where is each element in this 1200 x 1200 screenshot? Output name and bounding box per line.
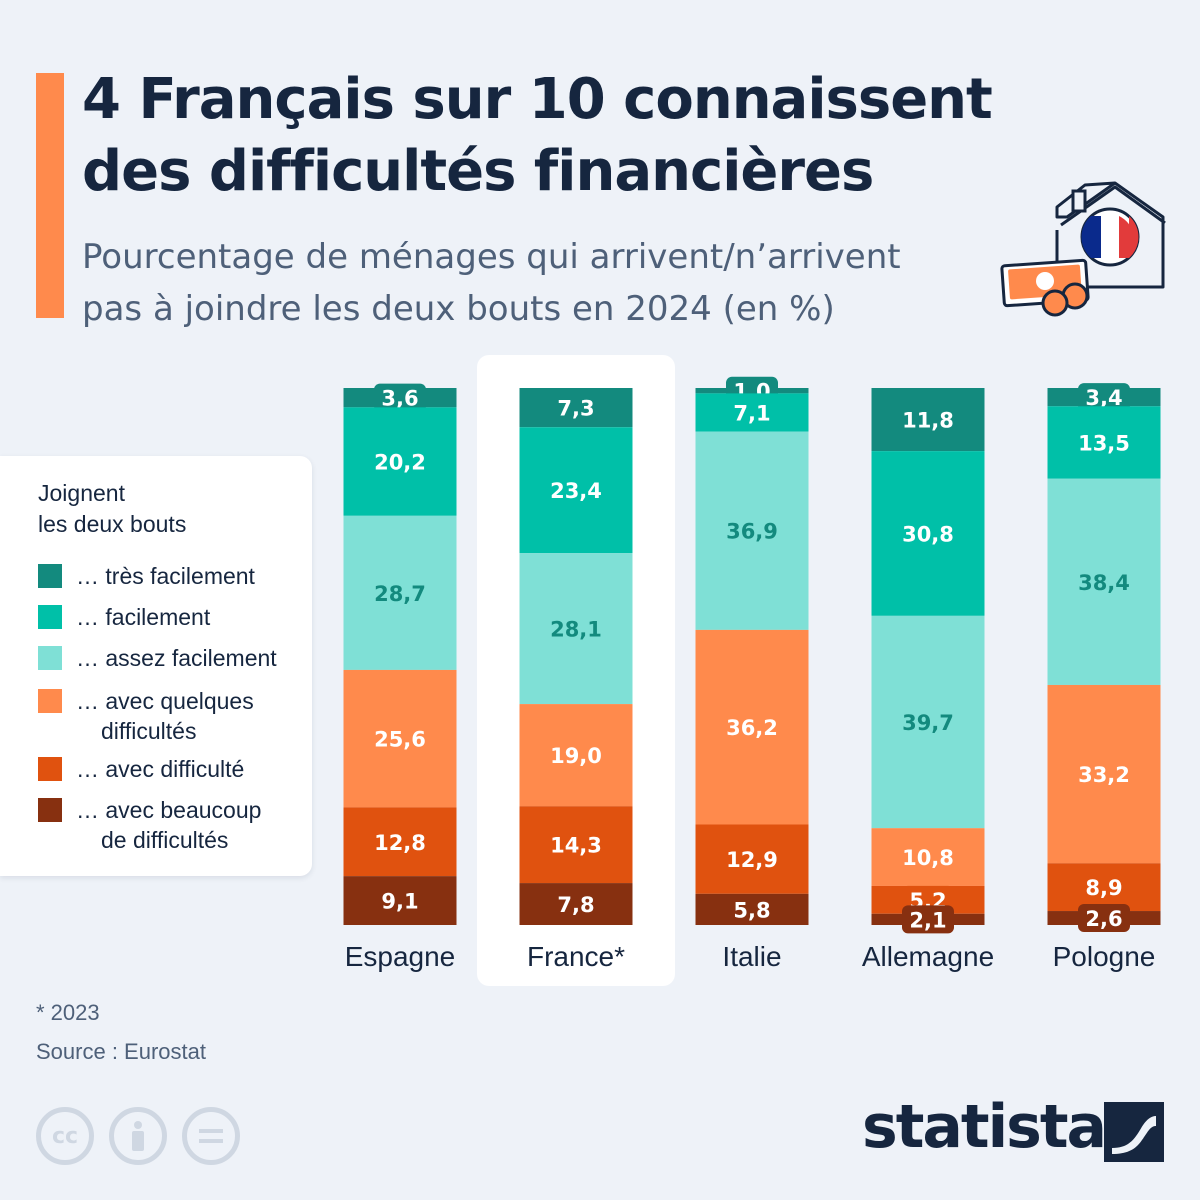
no-derivatives-icon[interactable] <box>182 1107 240 1165</box>
data-label: 2,6 <box>1085 907 1122 931</box>
data-label: 30,8 <box>902 522 954 546</box>
data-label: 39,7 <box>902 711 954 735</box>
bar-segment <box>1047 684 1161 864</box>
bar-segment <box>343 807 457 877</box>
category-label: Pologne <box>1053 941 1156 972</box>
data-label: 9,1 <box>381 890 418 914</box>
data-label: 2,1 <box>909 908 946 932</box>
chart-title-line-1: 4 Français sur 10 connaissent <box>82 67 993 132</box>
data-label: 3,4 <box>1085 386 1122 410</box>
bar-segment <box>519 883 633 925</box>
bar-segment <box>519 427 633 554</box>
bar-segment <box>871 451 985 616</box>
data-label: 36,9 <box>726 520 778 544</box>
category-label: France* <box>527 941 625 972</box>
bar-segment <box>519 388 633 428</box>
legend-label: … assez facilement <box>76 645 277 671</box>
data-label: 38,4 <box>1078 571 1130 595</box>
chart-subtitle: Pourcentage de ménages qui arrivent/n’ar… <box>82 231 982 335</box>
legend-title-line-2: les deux bouts <box>38 511 187 537</box>
bar-segment <box>1047 478 1161 685</box>
data-label: 10,8 <box>902 846 954 870</box>
data-label-background <box>1078 383 1130 412</box>
bar-segment <box>871 828 985 886</box>
cc-icon[interactable]: cc <box>36 1107 94 1165</box>
bar-segment <box>695 431 809 630</box>
category-label: Italie <box>722 941 781 972</box>
data-label: 14,3 <box>550 834 602 858</box>
data-label: 3,6 <box>381 387 418 411</box>
bar-segment <box>519 806 633 884</box>
legend-title: Joignent les deux bouts <box>38 478 186 540</box>
bar-segment <box>695 824 809 894</box>
data-label: 23,4 <box>550 479 602 503</box>
data-label: 13,5 <box>1078 432 1130 456</box>
bar-segment <box>1047 863 1161 912</box>
statista-logo-icon[interactable] <box>1104 1102 1164 1162</box>
bar-segment <box>695 393 809 432</box>
legend-swatch <box>38 646 62 670</box>
legend-label: … avec beaucoup de difficultés <box>76 797 262 853</box>
legend-swatch <box>38 757 62 781</box>
legend-label: … très facilement <box>76 563 255 589</box>
bar-segment <box>1047 406 1161 479</box>
chart-subtitle-line-2: pas à joindre les deux bouts en 2024 (en… <box>82 289 835 329</box>
bar-segment <box>519 704 633 807</box>
bar-segment <box>871 615 985 829</box>
data-label: 20,2 <box>374 451 426 475</box>
legend-swatch <box>38 798 62 822</box>
legend-label: … facilement <box>76 604 211 630</box>
data-label: 11,8 <box>902 409 954 433</box>
statista-wordmark[interactable]: statista <box>862 1092 1107 1162</box>
data-label-background <box>902 905 954 934</box>
bar-segment <box>871 388 985 452</box>
footnote: * 2023 <box>36 1000 100 1025</box>
chart-subtitle-line-1: Pourcentage de ménages qui arrivent/n’ar… <box>82 237 901 277</box>
data-label-background <box>374 383 426 412</box>
legend-swatch <box>38 564 62 588</box>
data-label: 28,1 <box>550 618 602 642</box>
data-label: 5,8 <box>733 898 770 922</box>
bar-segment <box>343 407 457 516</box>
legend: Joignent les deux bouts … très facilemen… <box>0 456 312 876</box>
legend-swatch <box>38 689 62 713</box>
stacked-bar-chart: 3,6 20,2 28,7 25,6 12,8 9,1 Espagne 7,3 23,4 28,1… <box>343 376 1161 972</box>
data-label: 36,2 <box>726 716 778 740</box>
data-label: 12,8 <box>374 831 426 855</box>
bar-segment <box>695 629 809 825</box>
data-label: 7,3 <box>557 397 594 421</box>
data-label: 33,2 <box>1078 763 1130 787</box>
data-label-background <box>1078 904 1130 933</box>
title-accent-bar <box>36 73 64 318</box>
data-label: 12,9 <box>726 848 778 872</box>
house-with-french-flag-and-money-icon <box>1000 181 1166 317</box>
bar-segment <box>343 876 457 925</box>
legend-label: … avec quelques difficultés <box>76 688 254 744</box>
category-label: Espagne <box>345 941 456 972</box>
bar-segment <box>519 553 633 705</box>
legend-title-line-1: Joignent <box>38 480 125 506</box>
data-label: 19,0 <box>550 744 602 768</box>
legend-swatch <box>38 605 62 629</box>
data-label: 7,1 <box>733 401 770 425</box>
bar-segment <box>695 893 809 925</box>
chart-title: 4 Français sur 10 connaissent des diffic… <box>82 64 1082 208</box>
bar-segment <box>343 515 457 670</box>
chart-title-line-2: des difficultés financières <box>82 139 874 204</box>
data-label: 28,7 <box>374 582 426 606</box>
data-label: 7,8 <box>557 893 594 917</box>
data-label: 8,9 <box>1085 876 1122 900</box>
attribution-icon[interactable] <box>109 1107 167 1165</box>
data-label: 25,6 <box>374 728 426 752</box>
legend-label: … avec difficulté <box>76 756 245 782</box>
bar-segment <box>343 669 457 808</box>
source-note: Source : Eurostat <box>36 1039 206 1064</box>
category-label: Allemagne <box>862 941 994 972</box>
